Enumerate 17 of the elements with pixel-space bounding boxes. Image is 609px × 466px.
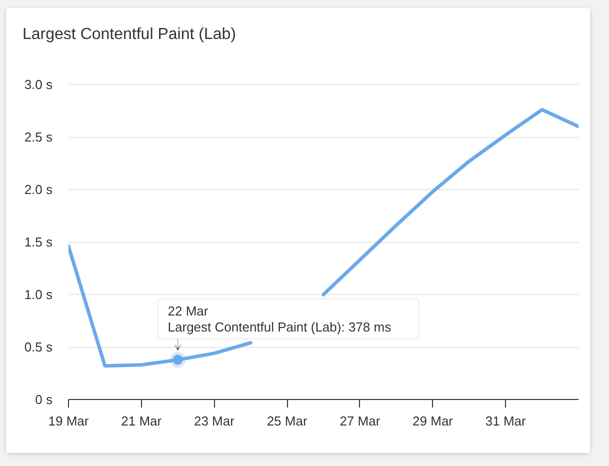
y-tick-label: 1.0 s: [24, 287, 53, 302]
x-tick-label: 23 Mar: [194, 414, 236, 428]
y-tick-label: 2.5 s: [24, 130, 53, 144]
chart-title: Largest Contentful Paint (Lab): [22, 26, 236, 43]
x-tick-label: 19 Mar: [48, 414, 90, 428]
x-tick-label: 31 Mar: [485, 414, 527, 428]
y-tick-label: 3.0 s: [24, 77, 53, 92]
annotation: Largest Contentful Paint (Lab): 378 ms: [168, 319, 392, 334]
y-tick-label: 1.5 s: [24, 234, 53, 250]
y-tick-label: 2.0 s: [24, 182, 53, 197]
annotation: 22 Mar: [168, 303, 209, 318]
x-tick-label: 29 Mar: [412, 414, 454, 428]
x-tick-label: 25 Mar: [266, 414, 308, 428]
x-tick-label: 27 Mar: [340, 414, 381, 428]
y-tick-label: 0 s: [35, 392, 53, 407]
x-tick-label: 21 Mar: [121, 414, 162, 428]
y-tick-label: 0.5 s: [24, 340, 53, 354]
